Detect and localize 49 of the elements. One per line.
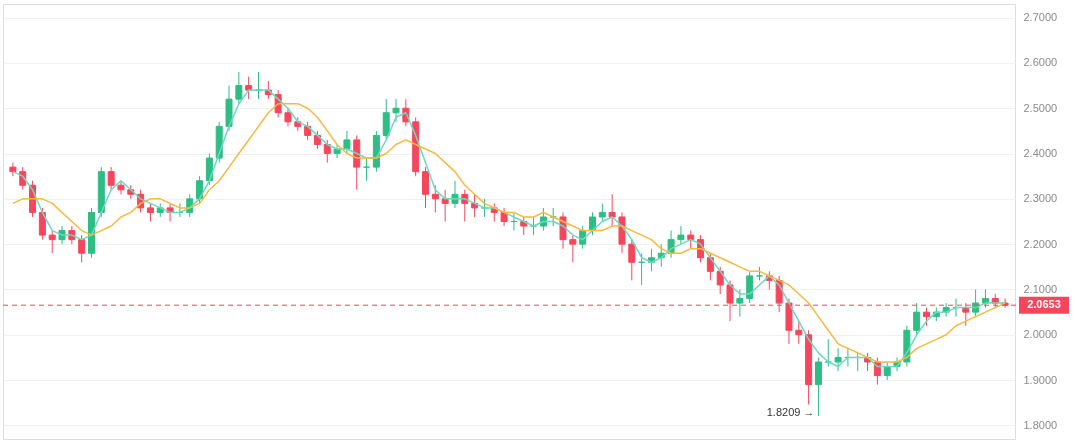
candlestick <box>422 166 429 209</box>
candlestick <box>343 130 351 155</box>
ref-line-label: 2.0653 <box>1027 298 1061 311</box>
candlestick <box>883 361 891 381</box>
y-tick-label: 2.3000 <box>1023 192 1058 205</box>
candlestick <box>9 162 17 177</box>
candlestick <box>569 234 577 263</box>
y-tick-label: 2.4000 <box>1023 147 1058 160</box>
candlestick <box>78 234 86 263</box>
y-tick-label: 2.1000 <box>1023 282 1058 295</box>
candlestick <box>814 356 822 417</box>
candlestick <box>706 252 714 281</box>
candlestick <box>500 207 508 227</box>
candlestick <box>235 71 243 105</box>
candlestick <box>628 239 636 281</box>
y-tick-label: 1.8000 <box>1023 418 1058 431</box>
candlestick <box>716 266 724 295</box>
candlestick <box>746 270 754 304</box>
candlestick <box>736 288 744 318</box>
candlestick <box>687 230 695 250</box>
y-tick-label: 2.2000 <box>1023 237 1058 250</box>
candlestick <box>795 320 803 345</box>
candlestick <box>284 107 292 127</box>
candlestick <box>107 166 115 191</box>
candlestick <box>363 157 371 182</box>
candlestick <box>608 193 616 227</box>
candlestick <box>205 153 213 186</box>
candlestick <box>431 184 439 213</box>
candlestick <box>38 207 46 241</box>
candlestick <box>48 230 56 254</box>
y-tick-label: 2.5000 <box>1023 101 1058 114</box>
candlestick <box>333 143 341 159</box>
candlestick <box>313 130 321 150</box>
y-tick-label: 1.9000 <box>1023 373 1058 386</box>
candlestick <box>323 139 331 164</box>
candlestick <box>441 189 449 222</box>
y-tick-label: 2.0000 <box>1023 328 1058 341</box>
candlestick <box>146 202 154 222</box>
candlestick <box>677 225 685 245</box>
candlestick <box>598 202 606 222</box>
annotation: 1.8209 → <box>766 405 815 418</box>
candlestick <box>392 98 400 123</box>
candlestick <box>196 175 204 204</box>
y-tick-label: 2.7000 <box>1023 11 1058 24</box>
y-tick-label: 2.6000 <box>1023 56 1058 69</box>
candlestick <box>923 307 930 327</box>
candlestick <box>913 302 921 336</box>
candlestick <box>117 180 125 195</box>
candlestick <box>834 347 842 372</box>
